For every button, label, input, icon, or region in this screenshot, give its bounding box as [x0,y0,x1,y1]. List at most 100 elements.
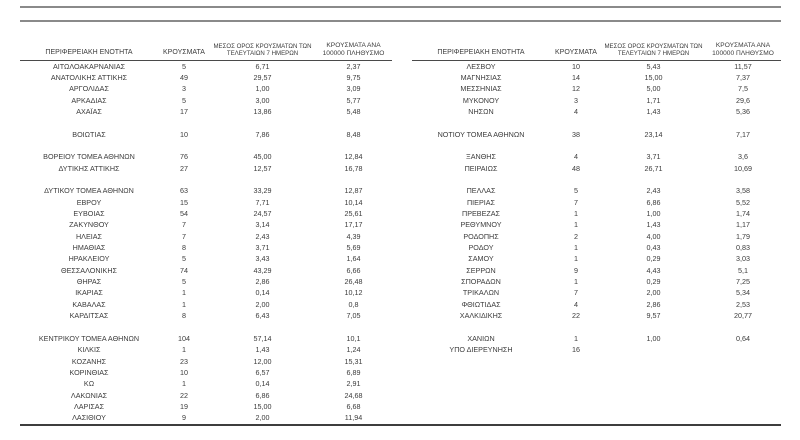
cases-cell: 14 [572,72,580,82]
region-name-cell: ΠΙΕΡΙΑΣ [466,197,495,207]
cases-cell: 7 [182,231,186,241]
table-row: ΑΡΚΑΔΙΑΣ 5 3,00 5,77 [20,95,392,106]
region-name-cell: ΡΕΘΥΜΝΟΥ [460,220,502,230]
cases-cell: 23 [180,356,188,366]
region-name-cell: ΚΑΡΔΙΤΣΑΣ [69,311,109,321]
region-name-cell: ΡΟΔΟΥ [468,243,494,253]
cases-cell: 1 [574,277,578,287]
per100k-cell: 5,52 [736,197,750,207]
cases-cell: 7 [574,197,578,207]
spacer-cell [20,117,392,128]
region-name-cell: ΧΑΝΙΩΝ [467,333,495,343]
per100k-cell: 1,74 [736,209,750,219]
per100k-cell: 4,39 [346,231,361,241]
cases-cell: 104 [178,333,190,343]
region-name-cell: ΜΥΚΟΝΟΥ [462,95,500,105]
cases-cell: 4 [574,152,578,162]
spacer-row [20,174,392,185]
cases-cell: 27 [180,163,188,173]
avg7-cell: 1,00 [646,209,661,219]
avg7-cell: 1,00 [255,84,270,94]
table-row: ΠΕΙΡΑΙΩΣ 48 26,71 10,69 [412,163,781,174]
per100k-cell: 12,84 [344,152,363,162]
cases-cell: 7 [182,220,186,230]
per100k-cell: 7,05 [346,311,361,321]
per100k-cell: 9,75 [346,72,361,82]
avg7-cell: 6,57 [255,367,270,377]
per100k-cell: 1,64 [346,254,361,264]
cases-cell: 63 [180,186,188,196]
table-row: ΘΕΣΣΑΛΟΝΙΚΗΣ 74 43,29 6,66 [20,265,392,276]
avg7-cell: 0,14 [255,288,270,298]
cases-cell: 1 [182,288,186,298]
region-name-cell: ΜΑΓΝΗΣΙΑΣ [460,72,502,82]
per100k-cell: 12,87 [344,186,363,196]
region-name-cell: ΗΛΕΙΑΣ [75,231,103,241]
region-name-cell: ΚΑΒΑΛΑΣ [72,299,106,309]
region-name-cell: ΤΡΙΚΑΛΩΝ [462,288,500,298]
table-header-row: ΠΕΡΙΦΕΡΕΙΑΚΗ ΕΝΟΤΗΤΑ ΚΡΟΥΣΜΑΤΑ ΜΕΣΟΣ ΟΡΟ… [20,36,392,61]
table-header-row: ΠΕΡΙΦΕΡΕΙΑΚΗ ΕΝΟΤΗΤΑ ΚΡΟΥΣΜΑΤΑ ΜΕΣΟΣ ΟΡΟ… [412,36,781,61]
cases-cell: 1 [574,254,578,264]
table-row: ΦΘΙΩΤΙΔΑΣ 4 2,86 2,53 [412,299,781,310]
regional-cases-table: ΠΕΡΙΦΕΡΕΙΑΚΗ ΕΝΟΤΗΤΑ ΚΡΟΥΣΜΑΤΑ ΜΕΣΟΣ ΟΡΟ… [20,36,392,424]
region-name-cell: ΚΟΖΑΝΗΣ [71,356,107,366]
table-row: ΚΑΒΑΛΑΣ 1 2,00 0,8 [20,299,392,310]
spacer-row [412,174,781,185]
avg7-cell: 12,57 [253,163,272,173]
table-row: ΛΑΣΙΘΙΟΥ 9 2,00 11,94 [20,412,392,423]
avg7-cell: 3,71 [646,152,661,162]
cases-cell: 8 [182,243,186,253]
per100k-cell: 3,03 [736,254,750,264]
per100k-cell: 1,24 [346,345,361,355]
cases-cell: 8 [182,311,186,321]
cases-cell: 49 [180,72,188,82]
table-row: ΗΜΑΘΙΑΣ 8 3,71 5,69 [20,242,392,253]
region-name-cell: ΙΚΑΡΙΑΣ [75,288,103,298]
region-name-cell: ΛΕΣΒΟΥ [466,61,496,71]
spacer-cell [20,321,392,332]
table-row: ΛΕΣΒΟΥ 10 5,43 11,57 [412,61,781,72]
cases-cell: 2 [574,231,578,241]
region-name-cell: ΒΟΙΩΤΙΑΣ [72,129,106,139]
per100k-cell: 6,68 [346,401,361,411]
avg7-cell: 2,86 [255,277,270,287]
per100k-cell: 0,64 [736,333,750,343]
cases-cell: 38 [572,129,580,139]
region-name-cell: ΒΟΡΕΙΟΥ ΤΟΜΕΑ ΑΘΗΝΩΝ [43,152,135,162]
table-row: ΑΡΓΟΛΙΔΑΣ 3 1,00 3,09 [20,83,392,94]
region-name-cell: ΝΗΣΩΝ [468,106,494,116]
spacer-row [20,117,392,128]
region-name-cell: ΑΝΑΤΟΛΙΚΗΣ ΑΤΤΙΚΗΣ [50,72,128,82]
region-name-cell: ΑΡΓΟΛΙΔΑΣ [69,84,109,94]
avg7-cell: 0,29 [646,277,661,287]
regional-cases-table: ΠΕΡΙΦΕΡΕΙΑΚΗ ΕΝΟΤΗΤΑ ΚΡΟΥΣΜΑΤΑ ΜΕΣΟΣ ΟΡΟ… [412,36,781,355]
per100k-cell: 10,12 [344,288,363,298]
per100k-cell: 0,83 [736,243,750,253]
cases-cell: 5 [182,277,186,287]
region-name-cell: ΚΩ [83,379,95,389]
cases-cell: 48 [572,163,580,173]
spacer-cell [412,117,781,128]
table-row: ΞΑΝΘΗΣ 4 3,71 3,6 [412,151,781,162]
table-row: ΙΚΑΡΙΑΣ 1 0,14 10,12 [20,287,392,298]
table-row: ΜΥΚΟΝΟΥ 3 1,71 29,6 [412,95,781,106]
per100k-cell: 15,31 [344,356,363,366]
region-name-cell: ΠΕΙΡΑΙΩΣ [464,163,498,173]
table-row: ΒΟΡΕΙΟΥ ΤΟΜΕΑ ΑΘΗΝΩΝ 76 45,00 12,84 [20,151,392,162]
region-name-cell: ΧΑΛΚΙΔΙΚΗΣ [459,311,503,321]
cases-cell: 5 [182,254,186,264]
table-row: ΑΙΤΩΛΟΑΚΑΡΝΑΝΙΑΣ 5 6,71 2,37 [20,61,392,72]
table-row: ΡΕΘΥΜΝΟΥ 1 1,43 1,17 [412,219,781,230]
table-row: ΠΡΕΒΕΖΑΣ 1 1,00 1,74 [412,208,781,219]
region-name-cell: ΝΟΤΙΟΥ ΤΟΜΕΑ ΑΘΗΝΩΝ [437,129,525,139]
cases-cell: 5 [574,186,578,196]
table-row: ΠΙΕΡΙΑΣ 7 6,86 5,52 [412,197,781,208]
cases-cell: 1 [574,333,578,343]
avg7-cell: 3,43 [255,254,270,264]
header-cases: ΚΡΟΥΣΜΑΤΑ [158,36,210,61]
cases-cell: 76 [180,152,188,162]
per100k-cell: 24,68 [344,390,363,400]
table-row: ΛΑΡΙΣΑΣ 19 15,00 6,68 [20,401,392,412]
table-row: ΑΝΑΤΟΛΙΚΗΣ ΑΤΤΙΚΗΣ 49 29,57 9,75 [20,72,392,83]
